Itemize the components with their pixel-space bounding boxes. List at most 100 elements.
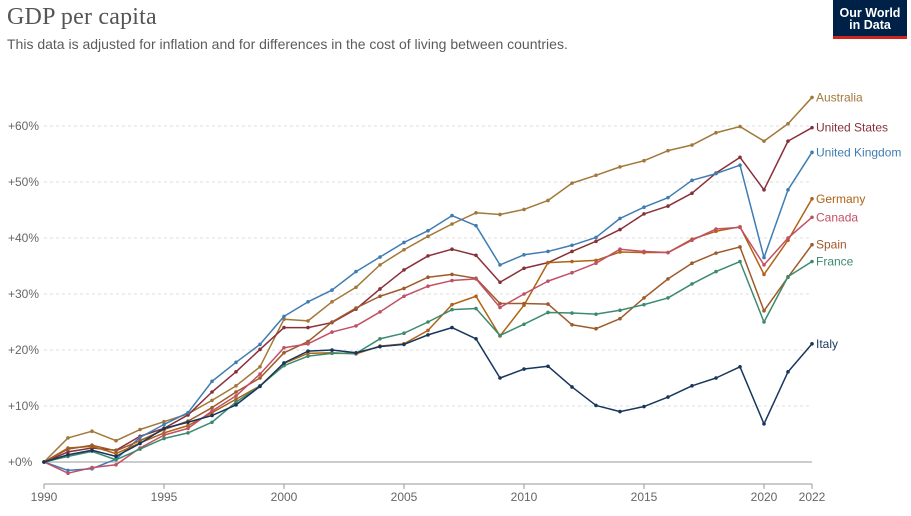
data-point[interactable]: [498, 333, 502, 338]
data-point[interactable]: [90, 429, 94, 434]
data-point[interactable]: [498, 263, 502, 267]
data-point[interactable]: [282, 345, 286, 350]
data-point[interactable]: [738, 365, 742, 369]
series-line-australia[interactable]: [43, 96, 813, 463]
data-point[interactable]: [426, 328, 430, 333]
data-point[interactable]: [738, 163, 742, 167]
data-point[interactable]: [258, 365, 262, 369]
data-point[interactable]: [282, 351, 286, 355]
data-point[interactable]: [738, 124, 742, 129]
data-point[interactable]: [450, 222, 454, 226]
data-point[interactable]: [330, 288, 334, 292]
data-point[interactable]: [138, 447, 142, 451]
data-point[interactable]: [594, 261, 598, 266]
data-point[interactable]: [258, 384, 262, 389]
owid-logo[interactable]: Our World in Data: [833, 0, 907, 39]
data-point[interactable]: [570, 243, 574, 248]
data-point[interactable]: [210, 413, 214, 418]
data-point[interactable]: [306, 325, 310, 330]
data-point[interactable]: [666, 204, 670, 208]
data-point[interactable]: [810, 125, 814, 130]
data-point[interactable]: [666, 395, 670, 399]
data-point[interactable]: [330, 300, 334, 304]
data-point[interactable]: [474, 211, 478, 215]
data-point[interactable]: [618, 165, 622, 169]
data-point[interactable]: [786, 121, 790, 126]
data-point[interactable]: [282, 314, 286, 319]
data-point[interactable]: [450, 213, 454, 218]
data-point[interactable]: [114, 451, 118, 456]
data-point[interactable]: [498, 376, 502, 380]
data-point[interactable]: [354, 285, 358, 290]
data-point[interactable]: [642, 158, 646, 163]
data-point[interactable]: [690, 143, 694, 147]
data-point[interactable]: [234, 400, 238, 404]
data-point[interactable]: [162, 422, 166, 427]
data-point[interactable]: [786, 370, 790, 374]
data-point[interactable]: [522, 253, 526, 257]
data-point[interactable]: [378, 344, 382, 349]
data-point[interactable]: [474, 337, 478, 341]
data-point[interactable]: [450, 247, 454, 251]
data-point[interactable]: [642, 302, 646, 307]
data-point[interactable]: [210, 409, 214, 413]
data-point[interactable]: [402, 240, 406, 245]
data-point[interactable]: [426, 284, 430, 288]
data-point[interactable]: [306, 342, 310, 346]
data-point[interactable]: [738, 155, 742, 160]
data-point[interactable]: [66, 468, 70, 473]
data-point[interactable]: [594, 235, 598, 240]
data-point[interactable]: [378, 294, 382, 299]
data-point[interactable]: [810, 197, 814, 201]
data-point[interactable]: [762, 263, 766, 267]
data-point[interactable]: [570, 249, 574, 254]
data-point[interactable]: [402, 247, 406, 252]
series-label-france[interactable]: France: [816, 255, 854, 269]
data-point[interactable]: [618, 409, 622, 414]
data-point[interactable]: [306, 349, 310, 353]
data-point[interactable]: [618, 227, 622, 232]
data-point[interactable]: [330, 348, 334, 352]
data-point[interactable]: [426, 320, 430, 324]
data-point[interactable]: [714, 227, 718, 231]
series-label-united-states[interactable]: United States: [816, 121, 888, 135]
data-point[interactable]: [378, 310, 382, 314]
data-point[interactable]: [66, 436, 70, 440]
data-point[interactable]: [474, 253, 478, 258]
data-point[interactable]: [690, 384, 694, 388]
data-point[interactable]: [666, 296, 670, 300]
data-point[interactable]: [234, 384, 238, 388]
data-point[interactable]: [258, 347, 262, 352]
data-point[interactable]: [162, 419, 166, 424]
data-point[interactable]: [546, 279, 550, 283]
data-point[interactable]: [162, 433, 166, 437]
data-point[interactable]: [234, 360, 238, 365]
data-point[interactable]: [546, 310, 550, 315]
data-point[interactable]: [786, 139, 790, 143]
data-point[interactable]: [162, 436, 166, 441]
data-point[interactable]: [618, 308, 622, 313]
data-point[interactable]: [210, 420, 214, 425]
data-point[interactable]: [642, 212, 646, 216]
data-point[interactable]: [714, 251, 718, 255]
data-point[interactable]: [786, 274, 790, 279]
data-point[interactable]: [450, 278, 454, 283]
data-point[interactable]: [138, 435, 142, 440]
data-point[interactable]: [90, 443, 94, 448]
data-point[interactable]: [162, 426, 166, 431]
data-point[interactable]: [186, 410, 190, 415]
data-point[interactable]: [522, 301, 526, 306]
data-point[interactable]: [570, 311, 574, 315]
data-point[interactable]: [474, 277, 478, 281]
data-point[interactable]: [666, 277, 670, 281]
series-label-united-kingdom[interactable]: United Kingdom: [816, 145, 901, 159]
data-point[interactable]: [594, 403, 598, 408]
data-point[interactable]: [690, 178, 694, 183]
data-point[interactable]: [642, 296, 646, 300]
data-point[interactable]: [498, 212, 502, 217]
data-point[interactable]: [618, 247, 622, 251]
data-point[interactable]: [354, 324, 358, 328]
data-point[interactable]: [402, 286, 406, 291]
data-point[interactable]: [354, 351, 358, 355]
data-point[interactable]: [690, 282, 694, 286]
